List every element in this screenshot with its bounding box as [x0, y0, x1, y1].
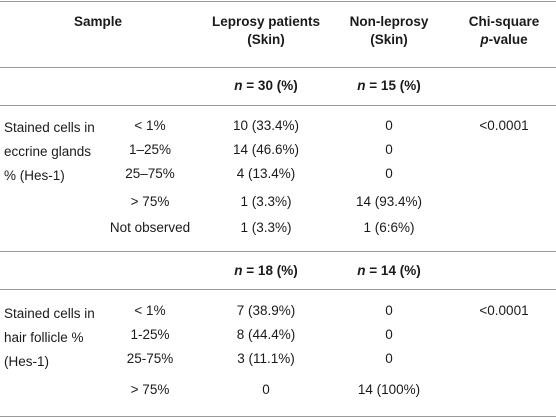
s1-n-non-val: = 15 (%) [365, 78, 421, 93]
s2-label-line3: (Hes-1) [4, 354, 50, 369]
s2-row3-leprosy: 3 (11.1%) [237, 351, 295, 366]
rule-bottom [0, 416, 556, 417]
s1-row3-sub: 25–75% [125, 166, 175, 181]
s2-row4-non: 14 (100%) [357, 382, 421, 397]
header-nonleprosy-line2: (Skin) [370, 32, 408, 47]
s2-label-line2: hair follicle % [4, 330, 84, 345]
rule-below-header [0, 67, 556, 68]
s1-row2-leprosy: 14 (46.6%) [232, 142, 300, 157]
s1-row4-leprosy: 1 (3.3%) [240, 194, 292, 209]
s1-row5-sub: Not observed [109, 220, 191, 235]
s1-p-value: <0.0001 [479, 118, 529, 133]
rule-section-break [0, 251, 556, 252]
s2-row4-leprosy: 0 [262, 382, 270, 397]
header-nonleprosy: Non-leprosy (Skin) [336, 13, 442, 49]
s2-row2-sub: 1-25% [130, 327, 170, 342]
s1-row5-non: 1 (6:6%) [363, 220, 415, 235]
s2-row3-sub: 25-75% [126, 351, 174, 366]
s1-n-non: n = 15 (%) [336, 77, 442, 95]
s2-n-leprosy-val: = 18 (%) [242, 263, 298, 278]
s1-label-line1: Stained cells in [4, 120, 95, 135]
s1-row5-leprosy: 1 (3.3%) [240, 220, 292, 235]
header-sample: Sample [73, 14, 123, 29]
header-nonleprosy-line1: Non-leprosy [349, 14, 429, 29]
s1-row1-sub: < 1% [134, 118, 166, 133]
s1-n-leprosy-val: = 30 (%) [242, 78, 298, 93]
rule-below-n2 [0, 289, 556, 290]
s2-row4-sub: > 75% [130, 382, 170, 397]
rule-top [0, 1, 556, 2]
s1-row1-non: 0 [385, 118, 393, 133]
header-leprosy-line2: (Skin) [247, 32, 285, 47]
s2-row2-leprosy: 8 (44.4%) [236, 327, 296, 342]
s2-n-leprosy-n: n [234, 263, 243, 278]
s2-row1-non: 0 [385, 303, 393, 318]
s2-n-non-n: n [357, 263, 366, 278]
s1-row4-non: 14 (93.4%) [355, 194, 423, 209]
s2-label: Stained cells in hair follicle % (Hes-1) [4, 302, 95, 374]
header-chi-rest: -value [488, 32, 528, 47]
header-chi-p: p [480, 32, 489, 47]
header-chisquare: Chi-square p-value [452, 13, 556, 49]
s1-row1-leprosy: 10 (33.4%) [232, 118, 300, 133]
s1-row3-leprosy: 4 (13.4%) [236, 166, 296, 181]
header-leprosy: Leprosy patients (Skin) [196, 13, 336, 49]
s1-n-leprosy: n = 30 (%) [196, 77, 336, 95]
s1-row3-non: 0 [385, 166, 393, 181]
s1-n-non-n: n [357, 78, 366, 93]
s2-p-value: <0.0001 [479, 303, 529, 318]
s2-row2-non: 0 [385, 327, 393, 342]
s1-label-line3: % (Hes-1) [4, 168, 65, 183]
rule-below-n1 [0, 105, 556, 106]
s2-row3-non: 0 [385, 351, 393, 366]
s1-row2-non: 0 [385, 142, 393, 157]
s1-row2-sub: 1–25% [128, 142, 172, 157]
s2-n-leprosy: n = 18 (%) [196, 262, 336, 280]
s2-n-non-val: = 14 (%) [365, 263, 421, 278]
s2-row1-leprosy: 7 (38.9%) [236, 303, 296, 318]
header-chi-line1: Chi-square [468, 14, 540, 29]
s2-n-non: n = 14 (%) [336, 262, 442, 280]
s2-row1-sub: < 1% [134, 303, 166, 318]
s1-n-leprosy-n: n [234, 78, 243, 93]
s2-label-line1: Stained cells in [4, 306, 95, 321]
s1-row4-sub: > 75% [130, 194, 170, 209]
s1-label-line2: eccrine glands [4, 144, 92, 159]
s1-label: Stained cells in eccrine glands % (Hes-1… [4, 116, 95, 188]
header-leprosy-line1: Leprosy patients [211, 14, 321, 29]
header-chi-line2: p-value [452, 31, 556, 49]
